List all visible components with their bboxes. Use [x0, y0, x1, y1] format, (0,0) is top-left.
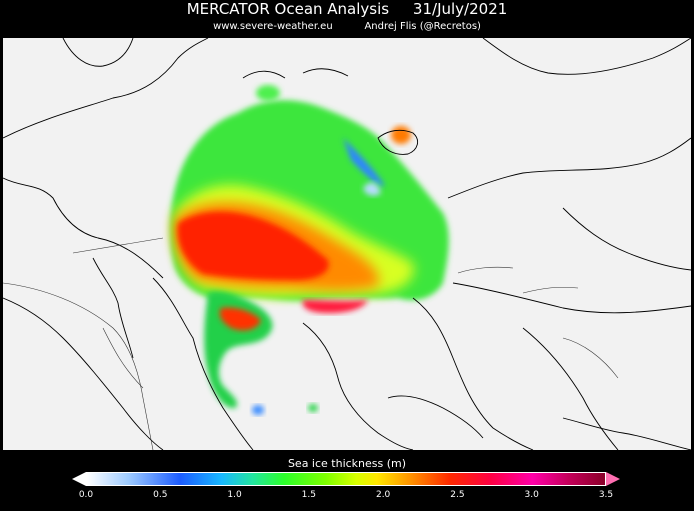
colorbar-title: Sea ice thickness (m): [287, 457, 407, 470]
colorbar-tick-label: 2.0: [375, 490, 391, 500]
map-credits: www.severe-weather.eu Andrej Flis (@Recr…: [213, 21, 481, 32]
colorbar-min-arrow: [72, 472, 86, 486]
map-title: MERCATOR Ocean Analysis 31/July/2021: [186, 0, 508, 18]
colorbar: [72, 472, 624, 488]
colorbar-tick-label: 2.5: [450, 490, 465, 500]
colorbar-tick-label: 1.5: [301, 490, 316, 500]
sea-ice-field: [170, 85, 449, 415]
country-borders: [3, 237, 619, 450]
coastlines: [3, 38, 691, 450]
colorbar-max-arrow: [606, 472, 620, 486]
arctic-map: [3, 38, 691, 450]
colorbar-tick-label: 3.5: [598, 490, 614, 500]
colorbar-gradient: [86, 472, 606, 486]
colorbar-tick-label: 3.0: [524, 490, 539, 500]
colorbar-tick-label: 1.0: [227, 490, 242, 500]
colorbar-tick-label: 0.0: [78, 490, 94, 500]
ice-blue-zone: [343, 138, 385, 187]
ice-red-core: [177, 211, 329, 281]
map-canvas: [3, 38, 691, 450]
colorbar-tick-label: 0.5: [153, 490, 168, 500]
